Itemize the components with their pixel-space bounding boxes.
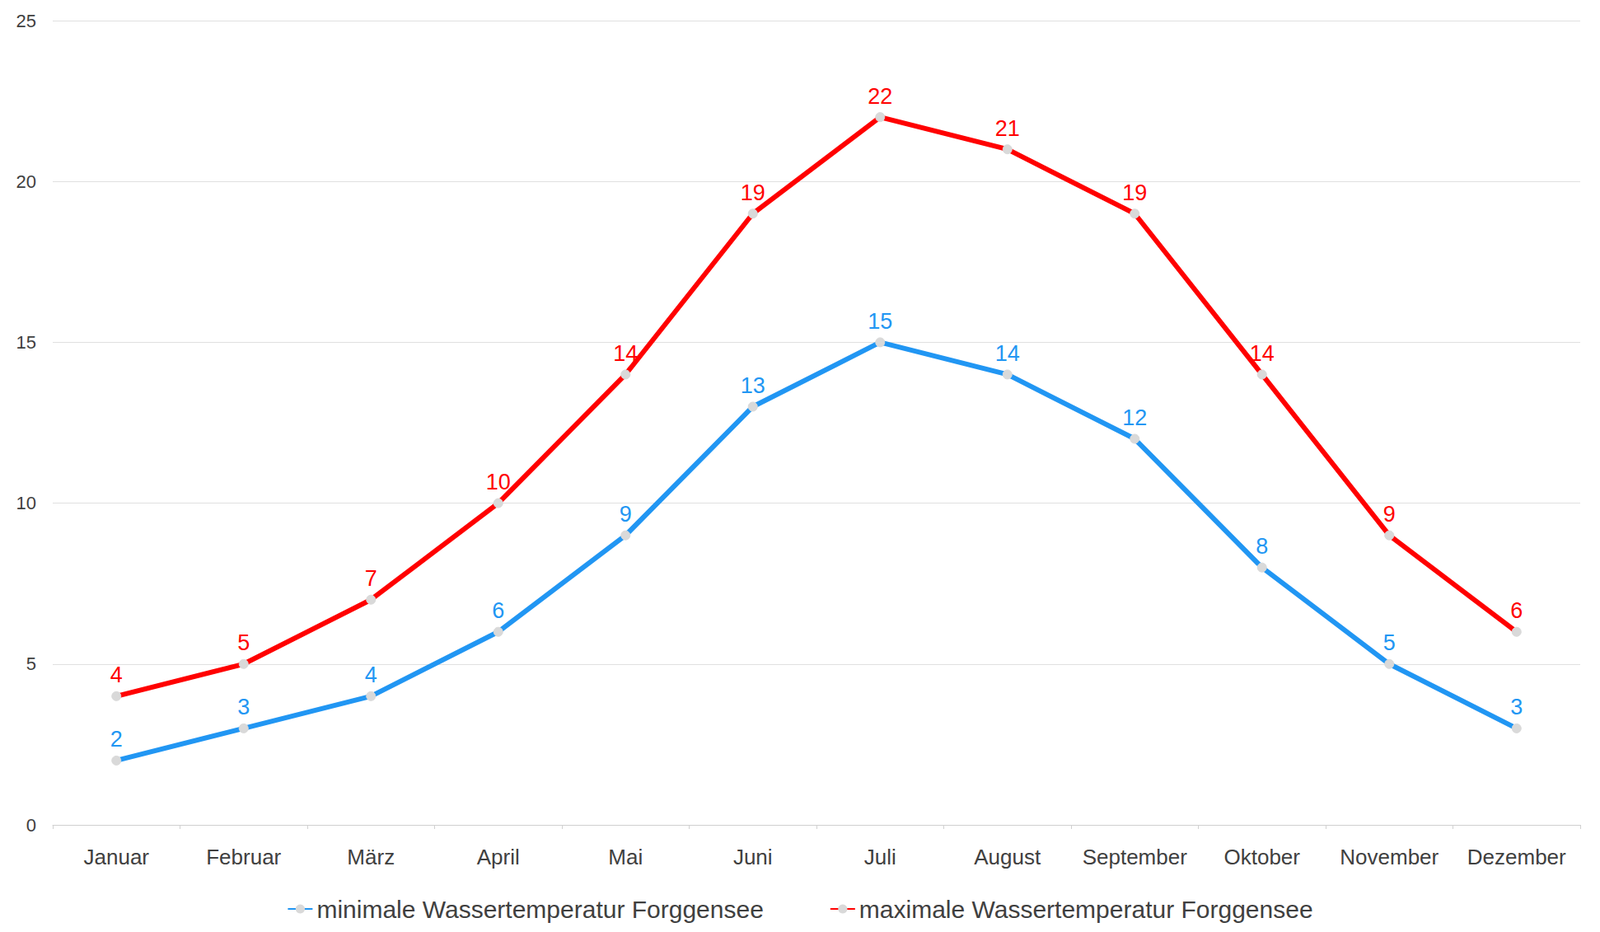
svg-text:4: 4 xyxy=(110,662,123,688)
svg-text:Februar: Februar xyxy=(205,844,281,870)
svg-text:August: August xyxy=(973,844,1042,870)
svg-text:0: 0 xyxy=(26,814,37,836)
svg-text:Juni: Juni xyxy=(733,844,773,870)
svg-text:19: 19 xyxy=(1122,180,1147,206)
svg-text:Oktober: Oktober xyxy=(1224,844,1301,870)
svg-text:maximale Wassertemperatur Forg: maximale Wassertemperatur Forggensee xyxy=(859,895,1314,923)
svg-text:9: 9 xyxy=(619,501,632,527)
svg-text:15: 15 xyxy=(16,332,37,353)
svg-text:15: 15 xyxy=(867,308,893,334)
svg-text:8: 8 xyxy=(1255,533,1268,559)
svg-text:3: 3 xyxy=(237,694,250,720)
svg-text:November: November xyxy=(1339,844,1439,870)
svg-text:9: 9 xyxy=(1383,501,1396,527)
svg-text:5: 5 xyxy=(1383,630,1396,655)
svg-text:14: 14 xyxy=(612,341,638,366)
svg-text:6: 6 xyxy=(491,598,505,623)
svg-text:Dezember: Dezember xyxy=(1467,844,1567,870)
svg-text:2: 2 xyxy=(110,726,123,752)
svg-text:5: 5 xyxy=(237,630,250,655)
svg-text:September: September xyxy=(1082,844,1189,870)
svg-text:3: 3 xyxy=(1510,694,1523,720)
svg-text:minimale Wassertemperatur Forg: minimale Wassertemperatur Forggensee xyxy=(316,895,763,923)
svg-text:22: 22 xyxy=(867,84,893,109)
svg-text:7: 7 xyxy=(364,566,378,591)
svg-text:12: 12 xyxy=(1122,405,1147,431)
svg-text:21: 21 xyxy=(995,116,1020,141)
svg-text:25: 25 xyxy=(16,10,37,32)
svg-text:20: 20 xyxy=(16,171,37,192)
svg-text:14: 14 xyxy=(995,341,1020,366)
svg-text:4: 4 xyxy=(364,662,378,688)
svg-text:14: 14 xyxy=(1249,341,1275,366)
svg-text:März: März xyxy=(346,844,395,870)
svg-text:13: 13 xyxy=(740,373,766,398)
svg-text:Mai: Mai xyxy=(608,844,643,870)
svg-text:Januar: Januar xyxy=(84,844,150,870)
svg-text:April: April xyxy=(477,844,520,870)
svg-text:10: 10 xyxy=(16,492,37,514)
svg-text:Juli: Juli xyxy=(864,844,897,870)
svg-text:5: 5 xyxy=(26,653,37,674)
svg-text:10: 10 xyxy=(486,469,511,495)
svg-text:6: 6 xyxy=(1510,598,1523,623)
svg-text:19: 19 xyxy=(740,180,766,206)
